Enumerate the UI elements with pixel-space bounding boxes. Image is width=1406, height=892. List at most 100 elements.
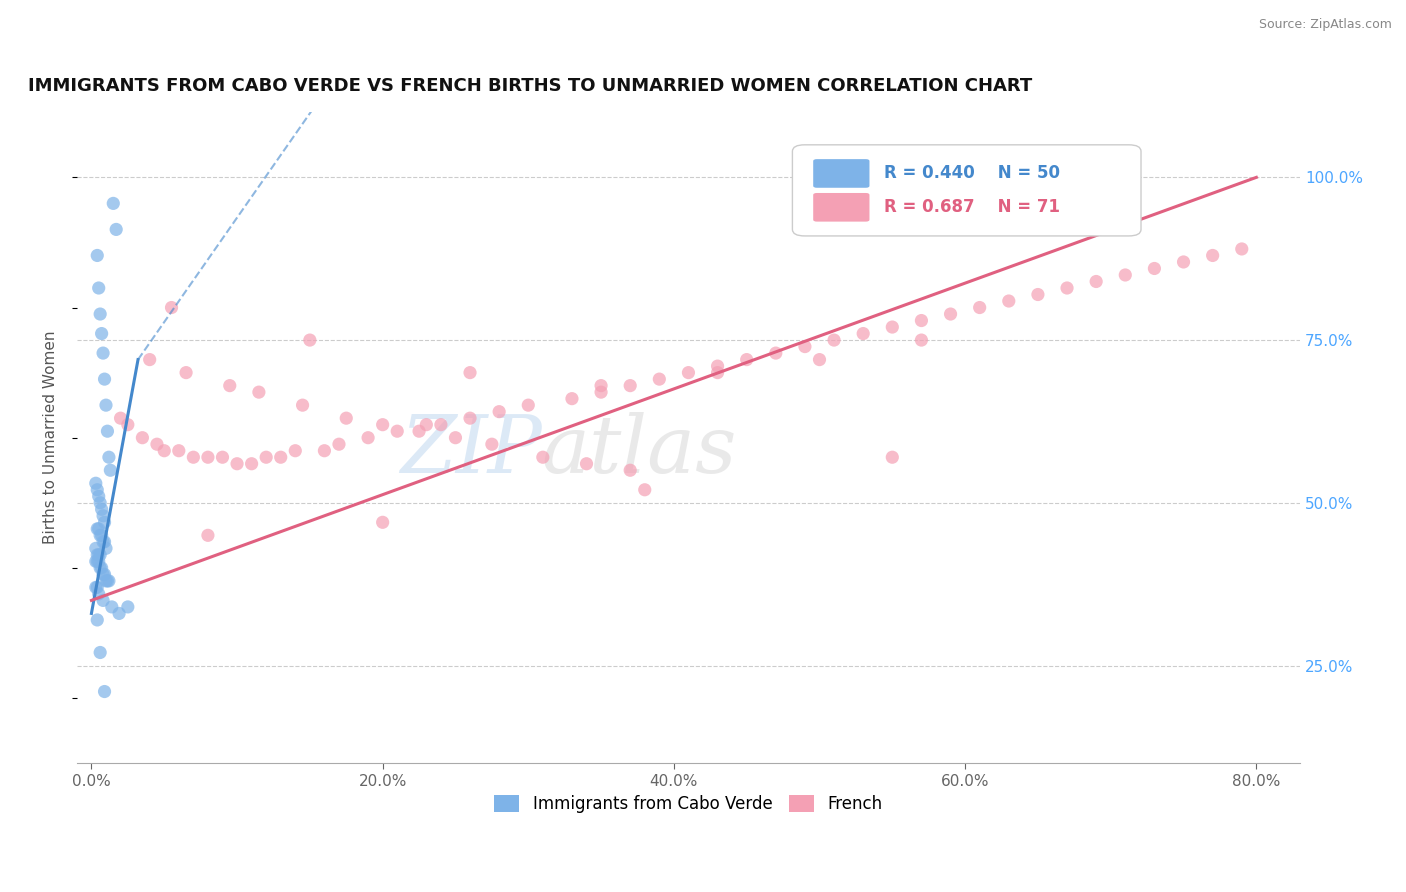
Point [197,450,219,465]
Point [87,489,110,503]
Point [481,437,503,451]
Point [823,333,845,347]
Point [97,574,120,588]
Y-axis label: Births to Unmarried Women: Births to Unmarried Women [44,331,58,544]
Point [183,450,205,465]
Point [167,443,190,458]
Point [1173,255,1195,269]
Point [765,346,787,360]
Point [706,359,728,373]
Text: Source: ZipAtlas.com: Source: ZipAtlas.com [1258,18,1392,31]
Point [619,463,641,477]
Point [101,599,124,614]
Point [488,405,510,419]
Point [87,281,110,295]
Point [1201,248,1223,262]
Point [174,366,197,380]
Point [84,581,107,595]
Point [561,392,583,406]
Point [910,313,932,327]
Point [808,352,831,367]
Point [415,417,437,432]
Point [89,645,111,659]
Point [94,398,117,412]
Point [1085,275,1108,289]
Point [218,378,240,392]
Point [90,502,112,516]
Point [86,581,108,595]
Point [94,574,117,588]
Point [89,496,111,510]
Point [91,593,114,607]
Point [89,561,111,575]
Point [678,366,700,380]
Point [852,326,875,341]
Point [97,450,120,465]
Point [882,320,904,334]
Legend: Immigrants from Cabo Verde, French: Immigrants from Cabo Verde, French [488,789,889,820]
Point [882,450,904,465]
Point [706,366,728,380]
Point [591,385,613,400]
Point [1143,261,1166,276]
Point [430,417,453,432]
Point [910,333,932,347]
Point [131,431,153,445]
Point [408,424,430,438]
FancyBboxPatch shape [813,159,869,188]
Point [254,450,277,465]
Point [84,554,107,568]
Point [86,522,108,536]
Point [284,443,307,458]
Text: R = 0.687    N = 71: R = 0.687 N = 71 [884,198,1060,216]
Point [93,684,115,698]
Point [103,196,125,211]
Point [648,372,671,386]
Point [247,385,270,400]
Point [87,548,110,562]
Point [211,450,233,465]
Point [328,437,350,451]
Point [270,450,292,465]
Point [87,554,110,568]
Point [89,307,111,321]
Text: R = 0.440    N = 50: R = 0.440 N = 50 [884,164,1060,183]
Point [517,398,540,412]
Point [335,411,357,425]
Point [575,457,598,471]
Point [87,587,110,601]
Point [371,516,394,530]
Point [91,346,114,360]
Point [93,516,115,530]
Point [735,352,758,367]
Point [86,613,108,627]
Point [634,483,657,497]
Point [444,431,467,445]
Point [86,554,108,568]
Point [90,561,112,575]
Point [146,437,169,451]
Point [91,567,114,582]
Point [84,541,107,556]
FancyBboxPatch shape [813,193,869,221]
Point [96,574,118,588]
Point [793,340,815,354]
Point [86,548,108,562]
Point [108,607,131,621]
Point [387,424,409,438]
FancyBboxPatch shape [793,145,1142,236]
Point [105,222,128,236]
Point [226,457,249,471]
Text: atlas: atlas [541,412,737,490]
Point [86,483,108,497]
Point [371,417,394,432]
Point [591,378,613,392]
Point [93,567,115,582]
Point [1056,281,1078,295]
Point [1026,287,1049,301]
Point [86,248,108,262]
Point [87,522,110,536]
Point [91,508,114,523]
Point [291,398,314,412]
Point [98,463,121,477]
